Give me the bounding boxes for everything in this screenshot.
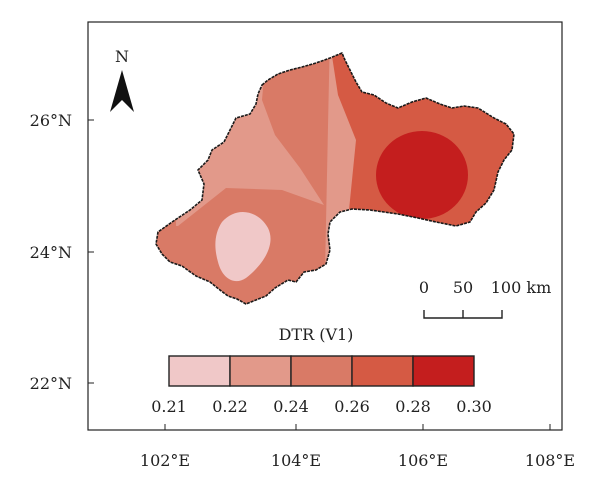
legend-tick-label: 0.30 (456, 397, 492, 416)
y-tick-label: 22°N (30, 374, 72, 393)
legend-tick-label: 0.28 (395, 397, 431, 416)
y-tick-label: 24°N (30, 243, 72, 262)
north-label: N (115, 47, 129, 66)
legend-bin (351, 355, 414, 387)
legend-title: DTR (V1) (279, 325, 354, 344)
legend-bin (412, 355, 475, 387)
scale-label-50: 50 (453, 278, 473, 297)
legend-bin (229, 355, 292, 387)
north-arrow: N (110, 47, 134, 112)
dtr-zone-0.24-0.26 (156, 53, 330, 304)
scale-label-100km: 100 km (491, 278, 552, 297)
legend-tick-label: 0.26 (334, 397, 370, 416)
north-arrow-icon (110, 70, 134, 112)
x-tick-label: 108°E (525, 451, 575, 470)
x-tick-label: 106°E (398, 451, 448, 470)
y-tick-label: 26°N (30, 111, 72, 130)
legend: DTR (V1) 0.21 0.22 0.24 0.26 0.28 0.30 (151, 325, 492, 416)
legend-bin (290, 355, 353, 387)
x-tick-label: 102°E (140, 451, 190, 470)
x-axis: 102°E 104°E 106°E 108°E (140, 424, 575, 470)
y-axis: 26°N 24°N 22°N (30, 111, 94, 393)
dtr-zone-0.28-0.30 (376, 131, 468, 219)
scale-bar: 0 50 100 km (419, 278, 552, 319)
scale-label-0: 0 (419, 278, 429, 297)
legend-tick-label: 0.22 (212, 397, 248, 416)
legend-tick-label: 0.24 (273, 397, 309, 416)
x-tick-label: 104°E (271, 451, 321, 470)
legend-tick-label: 0.21 (151, 397, 187, 416)
region-boundary (155, 52, 515, 305)
legend-bin (168, 355, 231, 387)
dtr-zone-0.21-0.22 (215, 211, 271, 282)
